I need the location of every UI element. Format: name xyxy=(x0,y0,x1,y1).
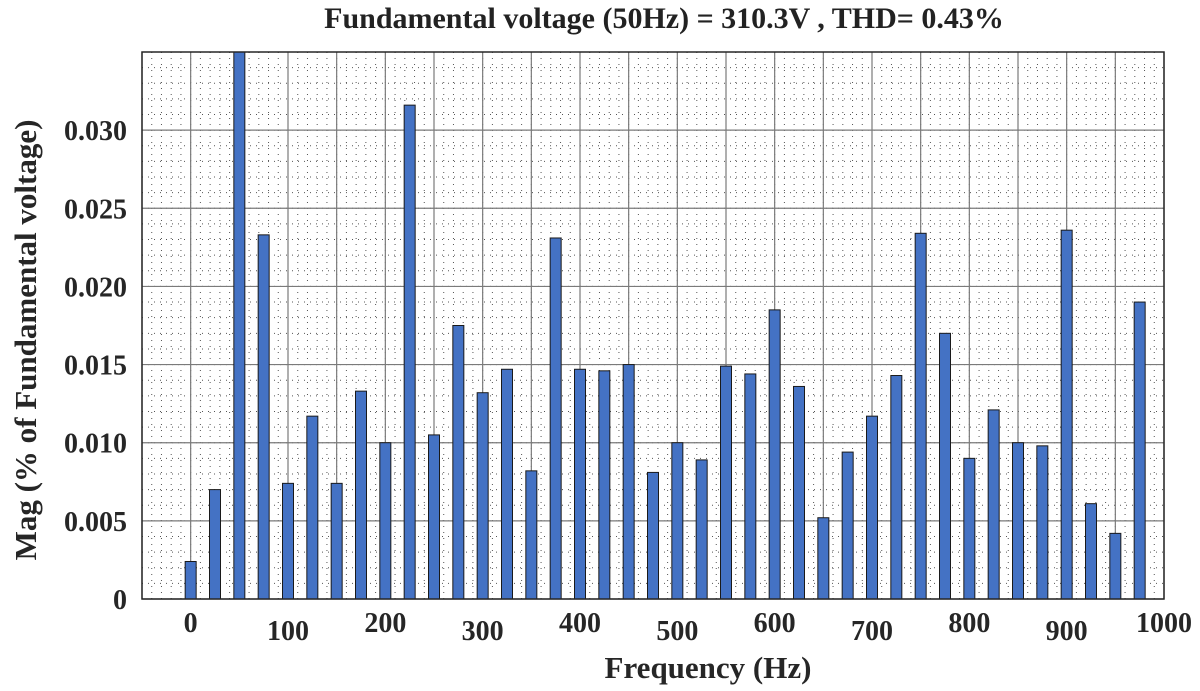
bar xyxy=(1060,229,1073,600)
bar xyxy=(671,442,684,600)
bar xyxy=(1085,503,1097,600)
y-tick-labels: 0 0.005 0.010 0.015 0.020 0.025 0.030 xyxy=(64,116,127,616)
y-axis-label: Mag (% of Fundamental voltage) xyxy=(8,120,43,561)
x-tick-label: 1000 xyxy=(1136,608,1192,639)
bar xyxy=(233,51,246,600)
bar xyxy=(817,517,830,600)
y-tick-label: 0.020 xyxy=(64,272,127,303)
x-axis-label: Frequency (Hz) xyxy=(605,650,812,685)
x-tick-label: 400 xyxy=(559,608,601,639)
x-tick-label: 700 xyxy=(851,616,893,647)
bar xyxy=(282,482,294,600)
bar xyxy=(403,104,416,600)
x-tick-label: 500 xyxy=(656,616,698,647)
bar xyxy=(501,368,513,600)
bar xyxy=(574,368,586,600)
x-tick-label: 300 xyxy=(462,616,504,647)
bar xyxy=(768,309,781,600)
bar xyxy=(598,370,611,600)
bar xyxy=(355,390,367,600)
x-tick-label: 800 xyxy=(948,608,990,639)
bar xyxy=(379,442,392,600)
x-tick-label: 600 xyxy=(754,608,796,639)
bar xyxy=(1133,301,1146,600)
bar xyxy=(1036,445,1049,600)
bar xyxy=(987,409,1000,600)
bar xyxy=(1109,532,1122,600)
x-tick-label: 200 xyxy=(364,608,406,639)
y-tick-label: 0 xyxy=(113,585,127,616)
bar xyxy=(890,375,903,600)
bar xyxy=(209,489,221,600)
plot-frame xyxy=(141,51,1165,600)
bar xyxy=(841,451,854,600)
bar xyxy=(647,471,659,600)
y-tick-label: 0.010 xyxy=(64,429,127,460)
bar xyxy=(695,459,708,600)
y-tick-label: 0.005 xyxy=(64,507,127,538)
x-tick-label: 100 xyxy=(267,616,309,647)
bars xyxy=(184,51,1146,600)
bar xyxy=(1012,442,1024,600)
bar xyxy=(866,415,878,600)
bar xyxy=(914,232,927,600)
bar xyxy=(549,237,562,600)
y-tick-label: 0.030 xyxy=(64,116,127,147)
bar xyxy=(306,415,319,600)
bar xyxy=(744,373,757,600)
bar xyxy=(720,365,732,600)
x-tick-label: 900 xyxy=(1046,616,1088,647)
bar xyxy=(793,385,805,600)
bar xyxy=(257,234,270,600)
bar xyxy=(330,482,343,600)
bar xyxy=(622,364,635,600)
x-tick-label: 0 xyxy=(184,608,198,639)
chart-title: Fundamental voltage (50Hz) = 310.3V , TH… xyxy=(324,2,1004,35)
bar xyxy=(939,332,951,600)
bar xyxy=(963,457,976,600)
x-tick-labels: 0 100 200 300 400 500 600 700 800 900 1000 xyxy=(184,608,1192,647)
bar xyxy=(525,470,538,600)
y-tick-label: 0.025 xyxy=(64,194,127,225)
y-tick-label: 0.015 xyxy=(64,351,127,382)
bar xyxy=(184,560,197,600)
bar xyxy=(452,325,465,600)
bar xyxy=(476,392,489,600)
bar xyxy=(428,434,440,600)
